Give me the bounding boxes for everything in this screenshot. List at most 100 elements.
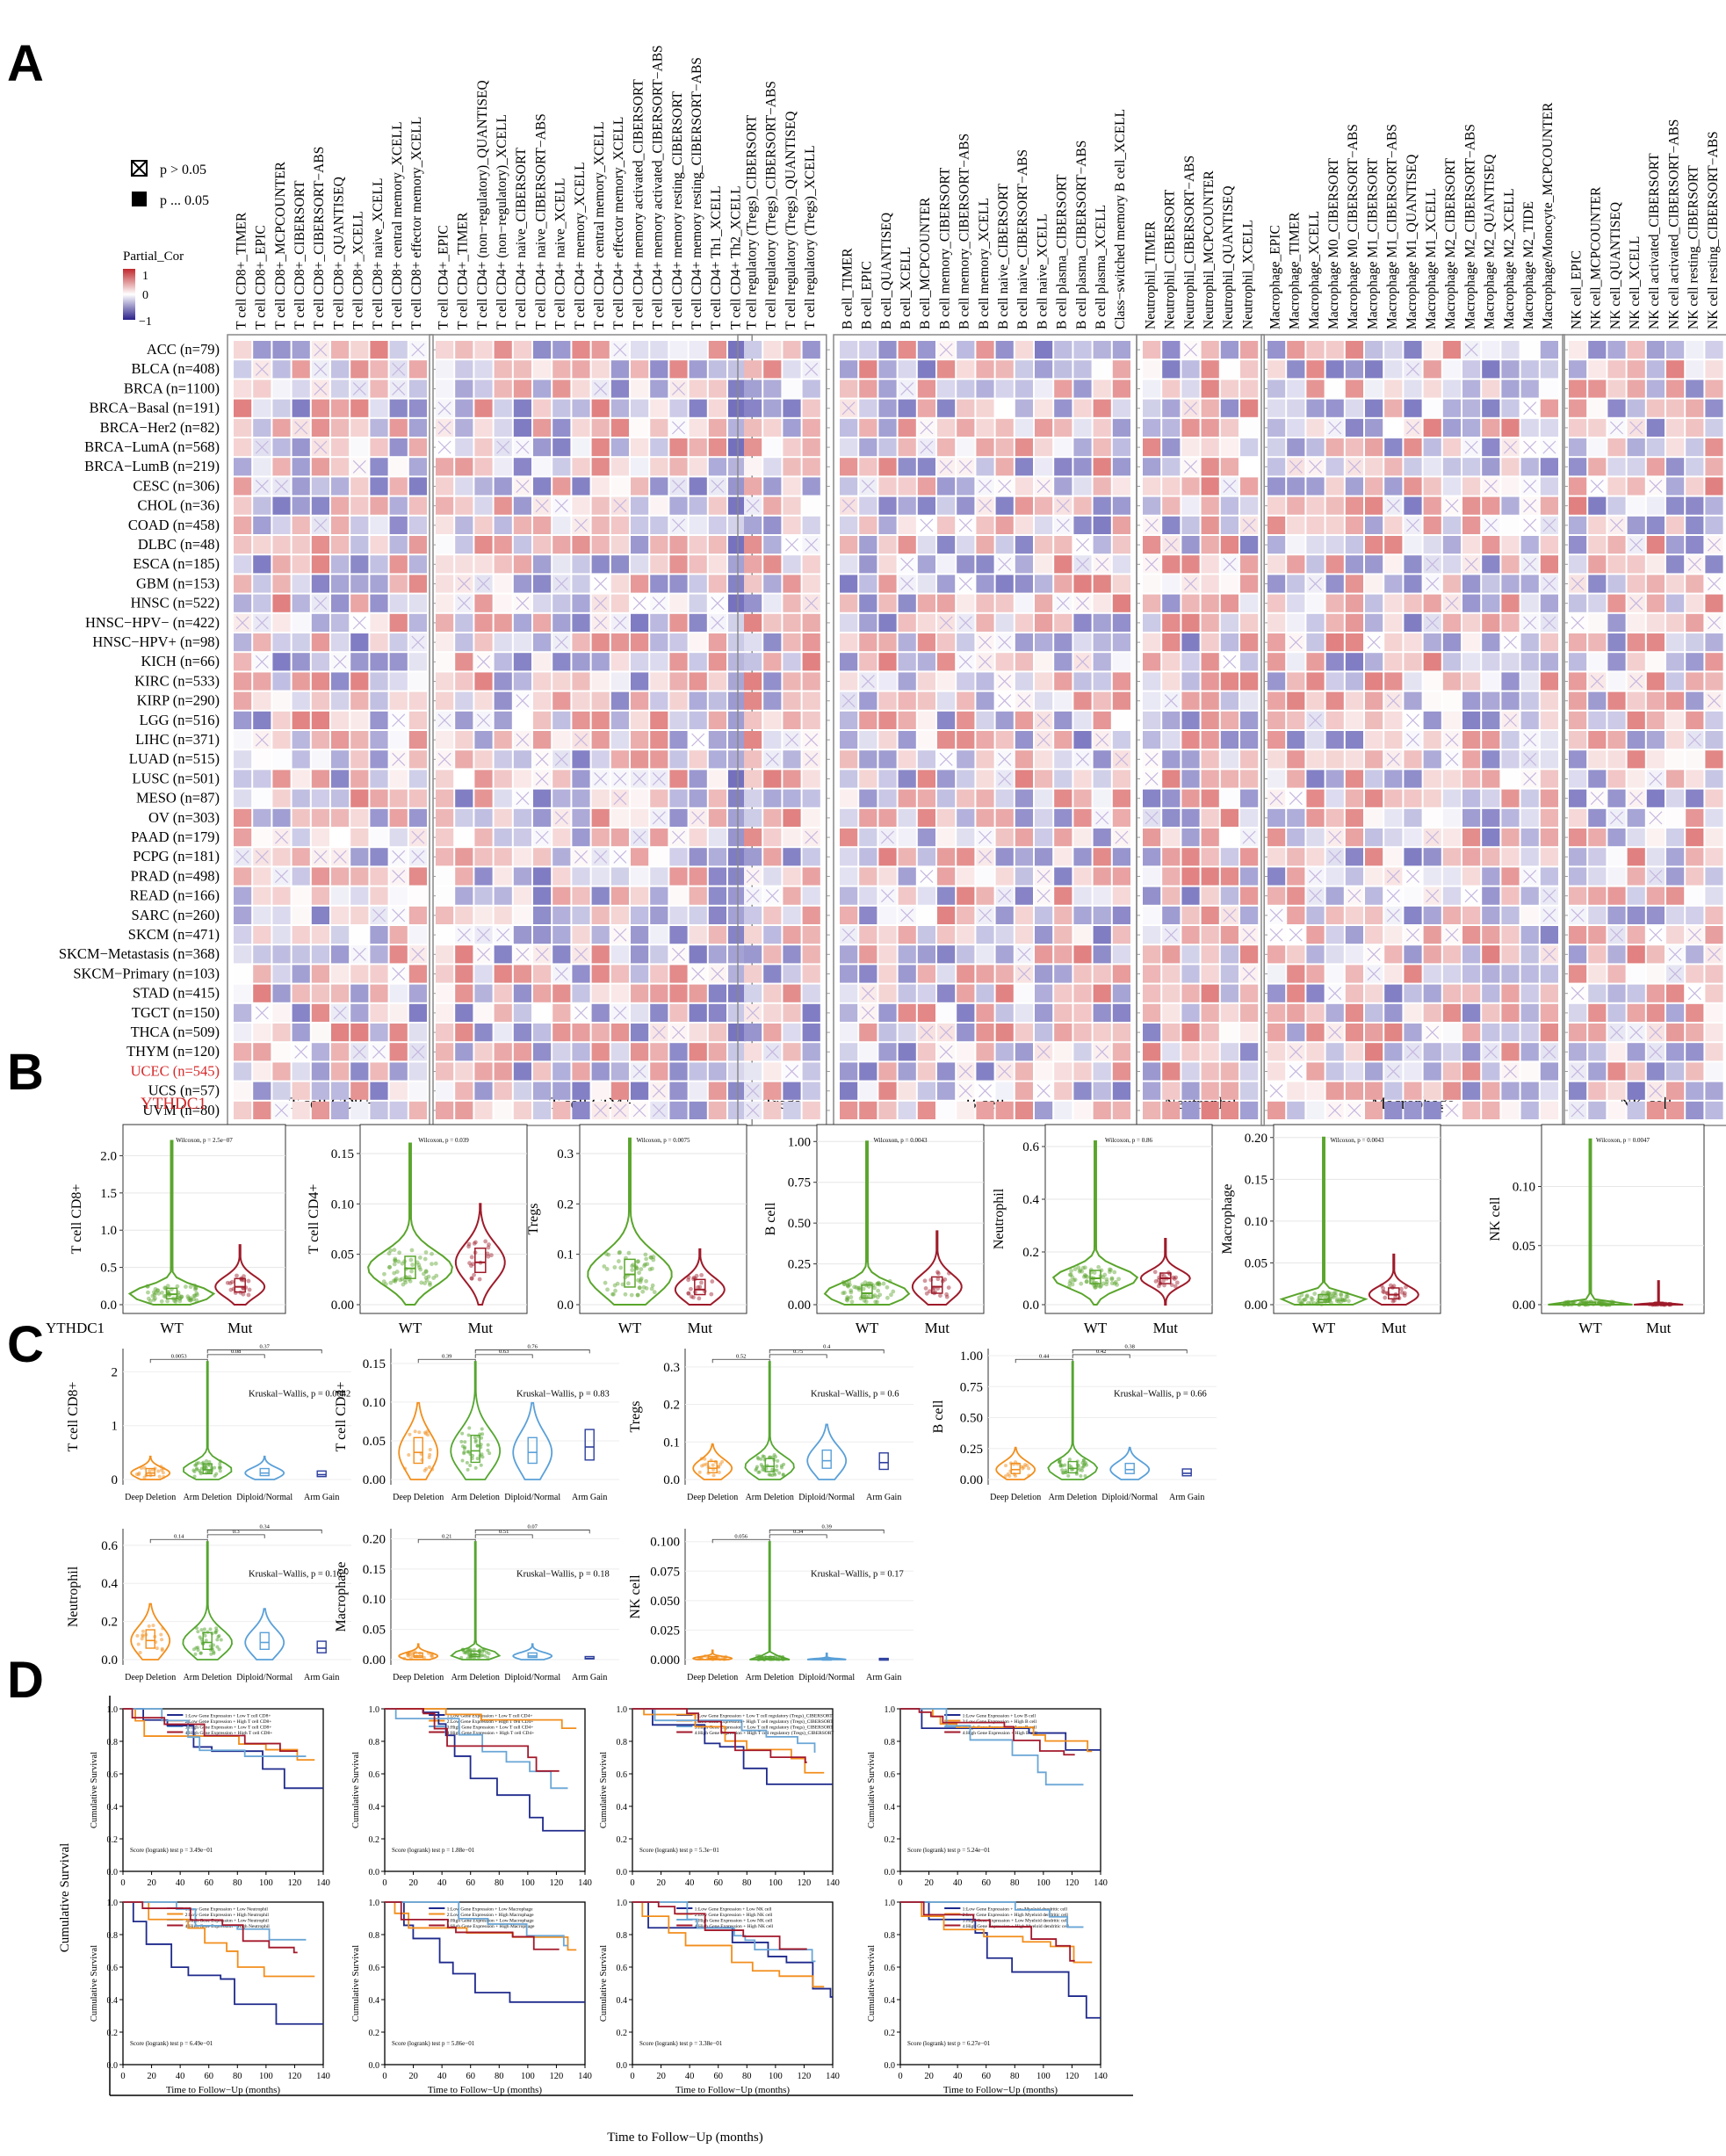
data-point	[845, 1296, 850, 1301]
heatmap-column-label: NK cell resting_CIBERSORT−ABS	[1706, 131, 1721, 329]
heatmap-cell	[744, 711, 762, 729]
heatmap-cell	[1162, 575, 1181, 593]
heatmap-cell	[937, 808, 956, 827]
heatmap-cell	[1666, 1043, 1685, 1061]
heatmap-cell	[1181, 380, 1200, 398]
heatmap-cell	[1365, 1003, 1383, 1022]
heatmap-cell	[631, 633, 649, 652]
data-point	[1109, 1276, 1115, 1281]
heatmap-cell	[708, 750, 726, 769]
heatmap-nonsig-cross	[998, 889, 1012, 903]
box-iqr	[259, 1631, 270, 1650]
heatmap-cell	[1162, 672, 1181, 691]
heatmap-cell	[1240, 613, 1259, 632]
heatmap-cell	[1306, 808, 1325, 827]
heatmap-cell	[1588, 458, 1607, 476]
heatmap-cell	[1035, 926, 1053, 944]
heatmap-cell	[1404, 789, 1422, 807]
data-point	[1096, 1264, 1101, 1270]
data-point	[469, 1276, 474, 1281]
data-point	[1572, 1299, 1578, 1305]
heatmap-cell	[494, 828, 512, 847]
heatmap-cell	[311, 750, 329, 769]
heatmap-cell	[1162, 965, 1181, 983]
heatmap-cell	[976, 945, 994, 964]
heatmap-cell	[1240, 1082, 1259, 1100]
heatmap-cell	[552, 341, 571, 359]
heatmap-cell	[1588, 1082, 1607, 1100]
heatmap-cell	[631, 1082, 649, 1100]
heatmap-cell	[1035, 750, 1053, 769]
heatmap-cell	[513, 360, 531, 379]
heatmap-cell	[1404, 691, 1422, 710]
heatmap-cell	[976, 886, 994, 905]
heatmap-nonsig-cross	[861, 987, 875, 1001]
heatmap-cell	[1501, 496, 1520, 515]
data-point	[487, 1242, 491, 1247]
x-category-label: WT	[1312, 1320, 1336, 1336]
heatmap-cell	[1240, 867, 1259, 886]
heatmap-cell	[610, 360, 629, 379]
heatmap-cell	[1384, 633, 1403, 652]
heatmap-cell	[474, 1003, 493, 1022]
heatmap-cell	[1035, 848, 1053, 866]
heatmap-cell	[610, 458, 629, 476]
heatmap-nonsig-cross	[457, 576, 471, 591]
heatmap-nonsig-cross	[1523, 752, 1537, 766]
heatmap-cell	[859, 536, 877, 554]
heatmap-nonsig-cross	[900, 576, 914, 591]
heatmap-cell	[859, 399, 877, 417]
heatmap-cell	[976, 380, 994, 398]
data-point	[422, 1256, 428, 1262]
data-point	[417, 1255, 422, 1260]
heatmap-column-label: T cell CD8+_TIMER	[234, 212, 249, 329]
data-point	[1381, 1289, 1386, 1294]
heatmap-cell	[763, 1024, 782, 1042]
heatmap-cell	[1442, 867, 1461, 886]
heatmap-cell	[533, 594, 552, 612]
data-point	[1580, 1300, 1585, 1306]
heatmap-cell	[1325, 770, 1344, 788]
heatmap-cell	[513, 1082, 531, 1100]
heatmap-cell	[436, 1082, 454, 1100]
data-point	[629, 1292, 634, 1298]
heatmap-nonsig-cross	[1649, 811, 1663, 825]
violin-1	[1047, 1361, 1099, 1480]
heatmap-cell	[1423, 789, 1441, 807]
data-point	[409, 1269, 414, 1274]
heatmap-nonsig-cross	[314, 518, 328, 532]
heatmap-cell	[1607, 984, 1626, 1002]
heatmap-cell	[1325, 496, 1344, 515]
heatmap-cell	[802, 380, 820, 398]
heatmap-column-label: T cell CD8+_QUANTISEQ	[331, 177, 346, 329]
heatmap-cell	[1325, 399, 1344, 417]
heatmap-cell	[669, 653, 688, 671]
heatmap-cell	[513, 536, 531, 554]
heatmap-cell	[350, 750, 369, 769]
heatmap-nonsig-cross	[1223, 479, 1237, 494]
data-point	[1566, 1300, 1571, 1305]
heatmap-cell	[455, 380, 473, 398]
heatmap-cell	[591, 867, 610, 886]
heatmap-cell	[650, 653, 668, 671]
heatmap-cell	[1423, 731, 1441, 749]
data-point	[1319, 1302, 1324, 1306]
comparison-pvalue: 0.37	[260, 1343, 271, 1349]
heatmap-cell	[1287, 438, 1305, 457]
heatmap-cell	[1666, 613, 1685, 632]
heatmap-cell	[272, 555, 291, 574]
data-point	[1569, 1302, 1574, 1307]
heatmap-cell	[1093, 360, 1111, 379]
heatmap-cell	[763, 516, 782, 534]
heatmap-cell	[1520, 672, 1539, 691]
heatmap-cell	[591, 633, 610, 652]
heatmap-cell	[370, 1082, 388, 1100]
data-point	[1096, 1283, 1101, 1288]
heatmap-cell	[572, 672, 590, 691]
heatmap-cell	[1705, 1062, 1723, 1081]
heatmap-cell	[253, 1043, 271, 1061]
heatmap-cell	[455, 691, 473, 710]
heatmap-cell	[1220, 848, 1239, 866]
heatmap-cell	[1035, 380, 1053, 398]
heatmap-cell	[917, 555, 935, 574]
